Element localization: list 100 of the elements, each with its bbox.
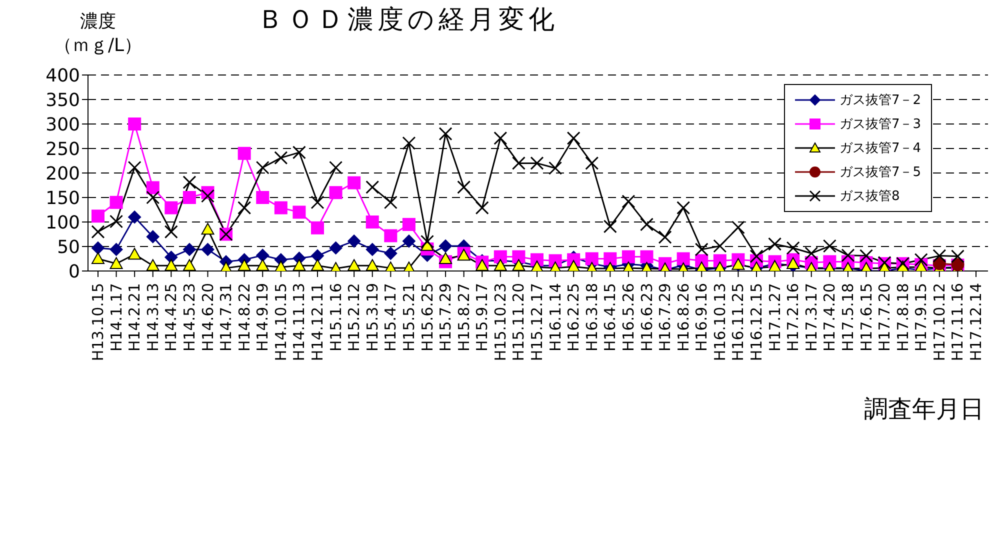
x-tick-label: H15.2.12: [345, 283, 364, 352]
point: [256, 160, 270, 174]
x-tick-label: H16.7.29: [656, 283, 674, 352]
point: [750, 250, 764, 264]
point: [914, 252, 928, 266]
x-tick-label: H16.5.26: [619, 283, 638, 352]
y-tick-label: 250: [46, 138, 80, 160]
x-tick-label: H14.8.22: [235, 283, 254, 352]
point: [256, 248, 270, 262]
x-tick-label: H15.4.17: [382, 283, 400, 352]
point: [768, 260, 782, 271]
point: [238, 201, 252, 215]
point: [238, 259, 251, 271]
x-tick-label: H17.4.20: [820, 283, 839, 352]
x-tick-label: H16.11.25: [729, 283, 748, 362]
point: [146, 190, 160, 204]
point: [274, 151, 288, 165]
x-tick-label: H14.4.25: [162, 283, 180, 352]
point: [201, 242, 214, 256]
point: [128, 160, 142, 174]
x-tick-label: H16.6.23: [638, 283, 656, 352]
point: [292, 259, 306, 271]
point: [566, 131, 580, 145]
point: [201, 222, 214, 235]
point: [494, 250, 507, 264]
x-tick-label: H16.2.25: [564, 283, 583, 352]
point: [164, 201, 178, 214]
point: [512, 250, 526, 264]
y-tick-label: 0: [68, 261, 80, 282]
legend-label: ガス抜管7－5: [839, 164, 921, 181]
point: [201, 189, 214, 203]
point: [713, 239, 727, 253]
x-tick-label: H17.6.15: [857, 283, 876, 352]
point: [457, 180, 471, 194]
point: [676, 201, 690, 215]
x-tick-label: H17.5.18: [838, 283, 857, 352]
point: [822, 239, 836, 253]
point: [384, 246, 398, 260]
x-tick-label: H16.10.13: [710, 283, 729, 362]
point: [92, 210, 104, 223]
point: [256, 259, 270, 271]
point: [604, 252, 617, 266]
point: [932, 249, 946, 263]
x-tick-label: H17.11.16: [948, 283, 967, 362]
x-tick-label: H15.3.19: [363, 283, 382, 352]
x-tick-label: H15.10.23: [491, 283, 510, 362]
point: [292, 146, 306, 160]
point: [256, 191, 270, 204]
x-tick-label: H16.8.26: [674, 283, 692, 352]
legend-label: ガス抜管7－4: [839, 140, 921, 157]
point: [402, 136, 416, 150]
legend-label: ガス抜管7－3: [839, 116, 921, 133]
point: [292, 206, 306, 219]
point: [238, 146, 251, 160]
point: [366, 259, 379, 271]
point: [548, 161, 562, 175]
x-tick-label: H14.11.13: [290, 283, 308, 362]
point: [146, 259, 160, 271]
point: [476, 259, 489, 271]
point: [366, 180, 380, 194]
point: [402, 234, 416, 248]
x-tick-label: H16.3.18: [582, 283, 601, 352]
y-tick-label: 150: [46, 188, 80, 209]
point: [128, 248, 142, 260]
x-axis-title: 調査年月日: [864, 395, 984, 423]
point: [128, 118, 142, 130]
point: [731, 220, 745, 234]
point: [512, 259, 526, 271]
x-tick-label: H14.5.23: [180, 283, 198, 352]
x-tick-label: H17.9.15: [912, 283, 930, 352]
x-tick-label: H15.1.16: [326, 283, 345, 352]
point: [366, 242, 379, 256]
x-tick-label: H14.1.17: [107, 283, 126, 352]
x-tick-label: H14.3.13: [144, 283, 162, 352]
point: [182, 191, 196, 204]
point: [110, 242, 123, 256]
y-tick-label: 50: [57, 236, 80, 258]
x-tick-label: H17.1.27: [766, 283, 784, 352]
y-tick-label: 100: [46, 212, 80, 234]
point: [128, 210, 142, 224]
point: [348, 176, 361, 190]
point: [439, 252, 452, 264]
point: [475, 201, 489, 215]
x-tick-label: H15.12.17: [528, 283, 546, 362]
point: [274, 260, 288, 271]
point: [92, 252, 104, 264]
point: [91, 225, 105, 239]
point: [348, 259, 361, 271]
point: [329, 186, 342, 200]
legend-label: ガス抜管8: [839, 188, 900, 205]
x-tick-label: H17.2.16: [784, 283, 802, 352]
point: [110, 196, 123, 209]
point: [567, 260, 580, 271]
point: [329, 160, 343, 174]
x-tick-label: H15.11.20: [510, 283, 528, 362]
point: [110, 214, 124, 228]
point: [622, 250, 635, 264]
point: [164, 259, 178, 271]
point: [274, 201, 288, 214]
point: [860, 249, 873, 263]
